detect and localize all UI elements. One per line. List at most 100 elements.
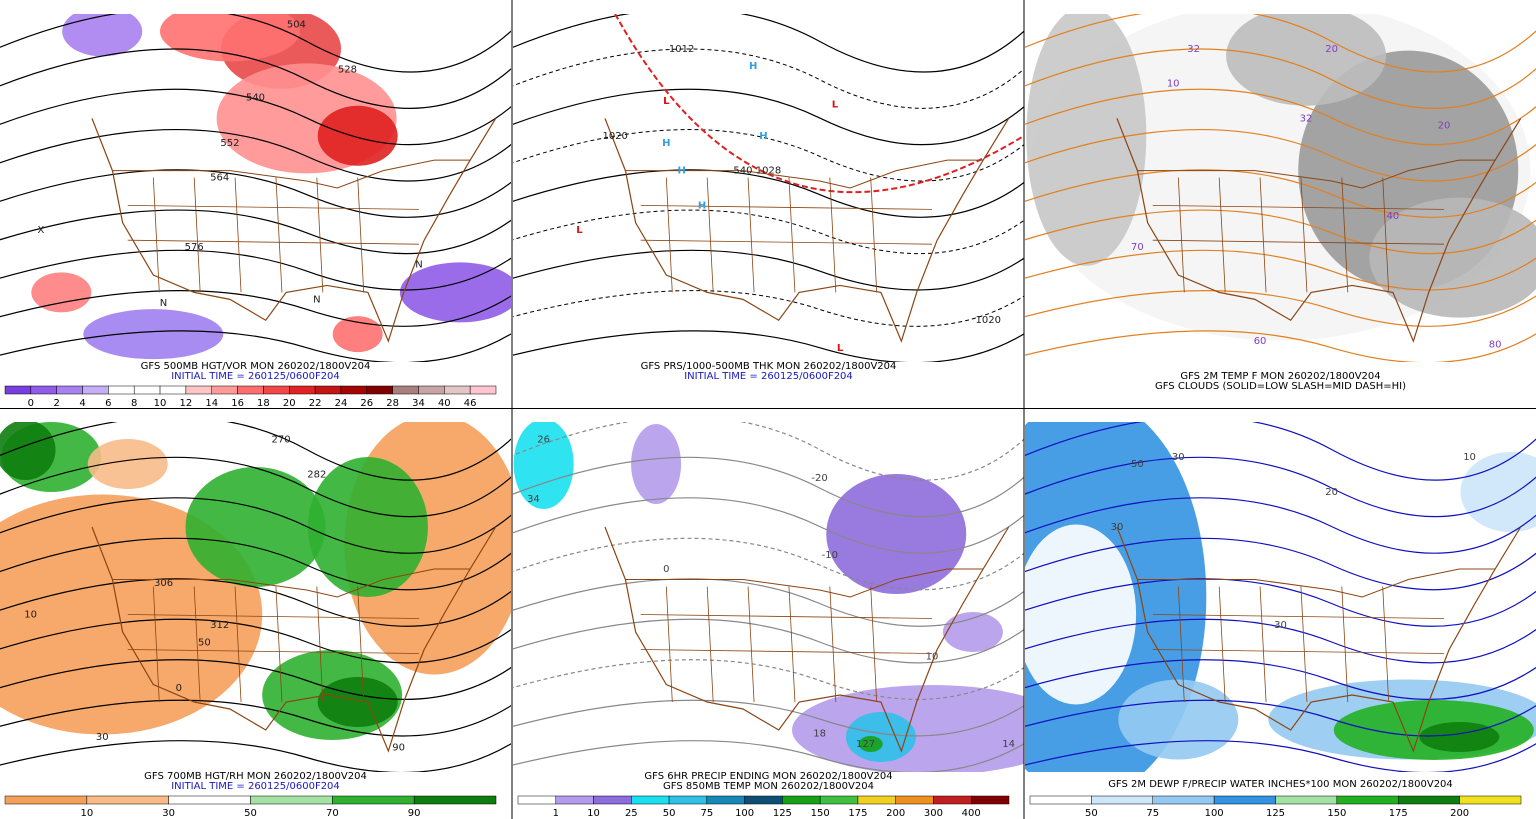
colorbar-segment bbox=[1091, 795, 1153, 805]
map-label: 80 bbox=[1489, 340, 1502, 351]
colorbar-segment bbox=[263, 385, 290, 395]
map-label: 30 bbox=[1274, 620, 1287, 631]
colorbar-segment bbox=[857, 795, 896, 805]
map-label: 282 bbox=[307, 470, 326, 481]
colorbar-segment bbox=[782, 795, 821, 805]
colorbar-label: 25 bbox=[625, 808, 638, 819]
state-line bbox=[127, 649, 420, 654]
shaded-area bbox=[83, 309, 224, 360]
map-label: L bbox=[837, 343, 844, 354]
map-panel: 1 10 25 50 75 100 125 150 175 200 300 400 bbox=[513, 422, 1024, 819]
colorbar-segment bbox=[970, 795, 1010, 805]
colorbar-label: 30 bbox=[162, 808, 175, 819]
caption: INITIAL TIME = 260125/0600F204 bbox=[171, 371, 340, 382]
colorbar-label: 34 bbox=[412, 398, 425, 409]
map-label: H bbox=[749, 61, 757, 72]
map-label: 1012 bbox=[669, 44, 694, 55]
colorbar-label: 70 bbox=[326, 808, 339, 819]
contour-line bbox=[1025, 290, 1536, 327]
map-label: 528 bbox=[338, 65, 357, 76]
map-label: 40 bbox=[1387, 211, 1400, 222]
map-label: 540 bbox=[246, 93, 265, 104]
colorbar-label: 26 bbox=[360, 398, 373, 409]
map-label: 552 bbox=[220, 138, 239, 149]
colorbar-segment bbox=[668, 795, 708, 805]
contour-line bbox=[1025, 330, 1536, 362]
contour-line bbox=[1025, 699, 1536, 737]
state-line bbox=[665, 586, 673, 703]
map-label: 10 bbox=[1463, 452, 1476, 463]
colorbar-segment bbox=[211, 385, 238, 395]
shaded-area bbox=[1025, 524, 1137, 705]
contour-line bbox=[513, 699, 1024, 737]
shaded-area bbox=[307, 457, 428, 597]
colorbar-label: 40 bbox=[438, 398, 451, 409]
map-label: 50 bbox=[198, 638, 211, 649]
contour-line bbox=[0, 497, 511, 554]
contour-line bbox=[513, 537, 1024, 591]
map-label: 30 bbox=[1172, 452, 1185, 463]
colorbar-segment bbox=[469, 385, 497, 395]
shaded-area bbox=[1026, 14, 1147, 266]
colorbar-segment bbox=[819, 795, 859, 805]
colorbar-segment bbox=[631, 795, 670, 805]
map-label: 10 bbox=[926, 652, 939, 663]
state-line bbox=[1382, 177, 1390, 293]
contour-line bbox=[513, 330, 1024, 362]
map-label: 127 bbox=[856, 739, 875, 750]
map-label: H bbox=[677, 166, 685, 177]
map-label: N bbox=[160, 298, 167, 309]
contour-line bbox=[513, 209, 1024, 255]
map-label: N bbox=[313, 294, 320, 305]
contour-line bbox=[1025, 740, 1536, 772]
colorbar-label: 6 bbox=[105, 398, 111, 409]
contour-line bbox=[513, 14, 1024, 73]
colorbar-segment bbox=[933, 795, 972, 805]
colorbar-label: 16 bbox=[231, 398, 244, 409]
map-panel bbox=[1025, 14, 1536, 362]
colorbar-segment bbox=[1459, 795, 1522, 805]
contour-line bbox=[0, 290, 511, 327]
state-line bbox=[1152, 614, 1445, 619]
colorbar-segment bbox=[555, 795, 594, 805]
map-label: 564 bbox=[210, 173, 229, 184]
map-label: 1020 bbox=[976, 315, 1001, 326]
state-line bbox=[127, 205, 420, 210]
colorbar-segment bbox=[86, 795, 169, 805]
colorbar-segment bbox=[168, 795, 251, 805]
state-line bbox=[152, 177, 160, 293]
contour-line bbox=[1025, 537, 1536, 591]
colorbar-label: 300 bbox=[924, 808, 943, 819]
state-line bbox=[316, 586, 324, 703]
map-label: 10 bbox=[1167, 79, 1180, 90]
contour-line bbox=[513, 249, 1024, 291]
colorbar-segment bbox=[744, 795, 783, 805]
map-label: H bbox=[698, 200, 706, 211]
colorbar-label: 10 bbox=[154, 398, 167, 409]
map-label: 0 bbox=[663, 564, 669, 575]
map-label: 270 bbox=[272, 435, 291, 446]
colorbar-label: 46 bbox=[464, 398, 477, 409]
colorbar-segment bbox=[593, 795, 632, 805]
colorbar-label: 125 bbox=[773, 808, 792, 819]
state-line bbox=[1341, 586, 1349, 703]
caption: INITIAL TIME = 260125/0600F204 bbox=[171, 781, 340, 792]
border bbox=[112, 159, 471, 189]
map-label: 504 bbox=[287, 19, 306, 30]
contour-line bbox=[513, 497, 1024, 554]
contour-line bbox=[513, 456, 1024, 518]
border bbox=[625, 159, 984, 189]
colorbar-segment bbox=[1275, 795, 1338, 805]
map-label: 0 bbox=[176, 683, 182, 694]
coastline bbox=[91, 118, 497, 343]
contour-line bbox=[513, 422, 1024, 481]
state-line bbox=[665, 177, 673, 293]
shaded-area bbox=[826, 474, 967, 594]
state-line bbox=[1382, 586, 1390, 703]
colorbar-label: 50 bbox=[1085, 808, 1098, 819]
state-line bbox=[640, 239, 933, 245]
colorbar-segment bbox=[250, 795, 333, 805]
shaded-area bbox=[1118, 679, 1239, 760]
colorbar-label: 200 bbox=[1450, 808, 1469, 819]
shaded-area bbox=[332, 316, 383, 353]
